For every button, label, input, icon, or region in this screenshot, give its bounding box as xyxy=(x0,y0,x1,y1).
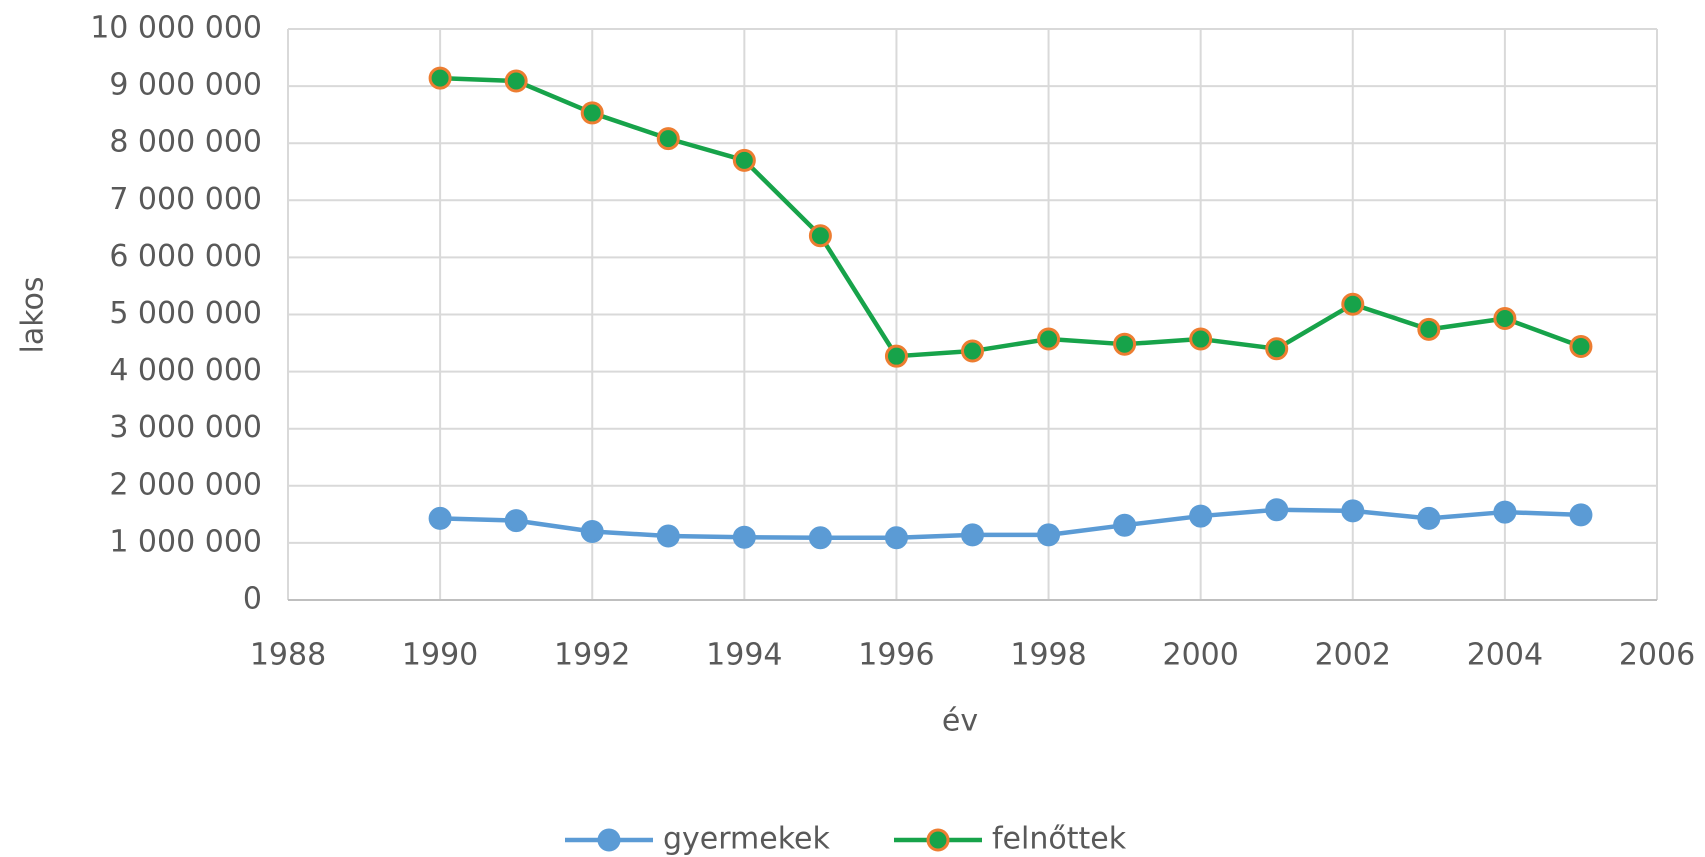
point xyxy=(1569,334,1593,358)
y-tick-label: 4 000 000 xyxy=(109,353,262,388)
legend-marker xyxy=(597,828,621,852)
x-tick-label: 1994 xyxy=(706,638,782,673)
y-tick-label: 7 000 000 xyxy=(109,182,262,217)
point xyxy=(504,509,528,533)
point xyxy=(656,524,680,548)
legend-label: felnőttek xyxy=(992,822,1127,857)
y-tick-label: 0 xyxy=(243,582,262,617)
point xyxy=(1493,500,1517,524)
x-tick-label: 1996 xyxy=(858,638,934,673)
point xyxy=(732,525,756,549)
x-tick-label: 1990 xyxy=(402,638,478,673)
series-line xyxy=(440,75,1582,359)
point xyxy=(1417,506,1441,530)
y-tick-label: 1 000 000 xyxy=(109,524,262,559)
point xyxy=(1189,327,1213,351)
x-tick-label: 2006 xyxy=(1619,638,1695,673)
y-tick-label: 2 000 000 xyxy=(109,467,262,502)
x-tick-label: 2000 xyxy=(1162,638,1238,673)
point xyxy=(1493,306,1517,330)
point xyxy=(1569,503,1593,527)
point xyxy=(1417,317,1441,341)
point xyxy=(1265,498,1289,522)
x-tick-label: 2004 xyxy=(1467,638,1543,673)
legend-label: gyermekek xyxy=(663,822,831,857)
point xyxy=(580,101,604,125)
x-tick-label: 1992 xyxy=(554,638,630,673)
point xyxy=(884,526,908,550)
point xyxy=(504,69,528,93)
x-axis-label: év xyxy=(942,704,978,739)
point xyxy=(1037,523,1061,547)
point xyxy=(884,344,908,368)
point xyxy=(732,148,756,172)
point xyxy=(1341,499,1365,523)
y-tick-label: 6 000 000 xyxy=(109,239,262,274)
x-tick-label: 1998 xyxy=(1010,638,1086,673)
x-tick-label: 2002 xyxy=(1315,638,1391,673)
point xyxy=(428,66,452,90)
y-tick-label: 5 000 000 xyxy=(109,296,262,331)
point xyxy=(808,526,832,550)
y-tick-label: 3 000 000 xyxy=(109,410,262,445)
point xyxy=(1113,513,1137,537)
y-axis-label: lakos xyxy=(16,276,51,353)
x-tick-label: 1988 xyxy=(250,638,326,673)
point xyxy=(961,339,984,363)
legend-marker xyxy=(926,828,950,852)
point xyxy=(1189,504,1213,528)
y-tick-label: 9 000 000 xyxy=(109,68,262,103)
point xyxy=(1037,327,1061,351)
point xyxy=(428,506,452,530)
y-tick-label: 10 000 000 xyxy=(90,11,262,46)
point xyxy=(1113,332,1137,356)
point xyxy=(808,224,832,248)
point xyxy=(1265,337,1289,361)
point xyxy=(656,127,680,151)
y-tick-label: 8 000 000 xyxy=(109,125,262,160)
point xyxy=(961,523,984,547)
point xyxy=(580,519,604,543)
series-line xyxy=(440,507,1582,541)
point xyxy=(1341,292,1365,316)
